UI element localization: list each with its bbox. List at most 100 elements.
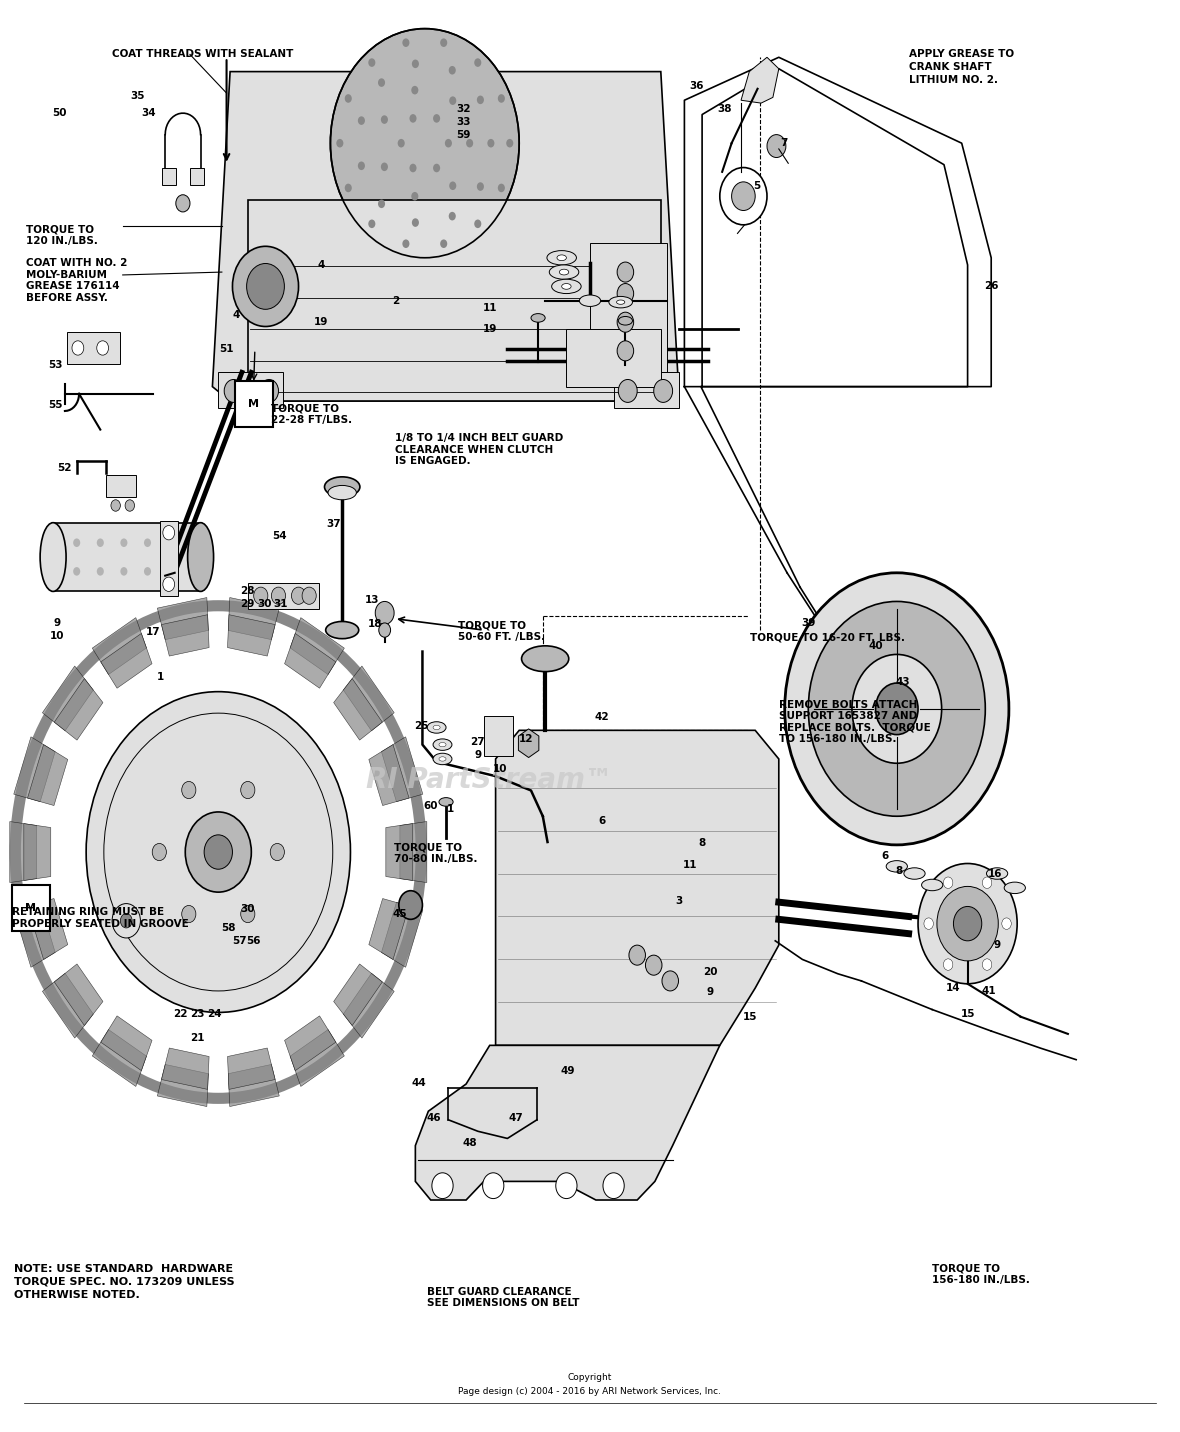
Circle shape	[152, 843, 166, 861]
Circle shape	[120, 914, 132, 928]
Circle shape	[86, 692, 350, 1012]
Polygon shape	[54, 679, 103, 740]
Text: Page design (c) 2004 - 2016 by ARI Network Services, Inc.: Page design (c) 2004 - 2016 by ARI Netwo…	[459, 1388, 721, 1396]
Circle shape	[433, 163, 440, 172]
Text: CLEARANCE WHEN CLUTCH: CLEARANCE WHEN CLUTCH	[395, 445, 553, 454]
Text: TORQUE TO 16-20 FT. LBS.: TORQUE TO 16-20 FT. LBS.	[750, 633, 905, 642]
Ellipse shape	[1004, 882, 1025, 894]
Polygon shape	[228, 1048, 275, 1090]
Circle shape	[617, 284, 634, 304]
Text: 22-28 FT/LBS.: 22-28 FT/LBS.	[271, 415, 353, 424]
Circle shape	[483, 1173, 504, 1199]
Text: 53: 53	[48, 361, 63, 369]
Ellipse shape	[326, 621, 359, 639]
Text: COAT THREADS WITH SEALANT: COAT THREADS WITH SEALANT	[112, 50, 294, 59]
Ellipse shape	[439, 742, 446, 748]
Circle shape	[506, 139, 513, 147]
Polygon shape	[162, 614, 209, 656]
Circle shape	[450, 182, 457, 190]
Text: 16: 16	[988, 869, 1002, 878]
Circle shape	[953, 906, 982, 941]
Polygon shape	[92, 1030, 146, 1087]
Circle shape	[97, 567, 104, 576]
Text: 13: 13	[365, 596, 379, 604]
Circle shape	[412, 218, 419, 226]
Circle shape	[120, 567, 127, 576]
Circle shape	[271, 587, 286, 604]
Bar	[248, 200, 661, 401]
Text: 18: 18	[368, 620, 382, 629]
Circle shape	[440, 239, 447, 248]
Polygon shape	[157, 597, 209, 640]
Text: 50-60 FT. /LBS.: 50-60 FT. /LBS.	[458, 633, 545, 642]
Polygon shape	[212, 72, 678, 401]
Text: 25: 25	[414, 722, 428, 730]
Text: 32: 32	[457, 105, 471, 113]
Text: 51: 51	[219, 345, 234, 354]
Text: 44: 44	[412, 1078, 426, 1087]
Circle shape	[330, 29, 519, 258]
Text: 42: 42	[595, 713, 609, 722]
Text: 33: 33	[457, 117, 471, 126]
Circle shape	[368, 59, 375, 67]
Circle shape	[617, 312, 634, 332]
Text: 35: 35	[131, 92, 145, 100]
Text: 21: 21	[190, 1034, 204, 1042]
Polygon shape	[14, 737, 55, 802]
Circle shape	[247, 263, 284, 309]
Text: 28: 28	[241, 587, 255, 596]
Polygon shape	[9, 822, 37, 882]
Text: 31: 31	[274, 600, 288, 609]
Bar	[162, 168, 176, 185]
Circle shape	[241, 782, 255, 799]
Circle shape	[617, 341, 634, 361]
Text: 26: 26	[984, 282, 998, 291]
Circle shape	[448, 212, 455, 221]
Text: 30: 30	[257, 600, 271, 609]
Text: 4: 4	[317, 261, 324, 269]
Text: 48: 48	[463, 1138, 477, 1147]
Circle shape	[477, 182, 484, 190]
Polygon shape	[27, 745, 67, 806]
Text: 45: 45	[393, 909, 407, 918]
Circle shape	[378, 199, 385, 208]
Circle shape	[937, 886, 998, 961]
Polygon shape	[228, 1064, 280, 1107]
Circle shape	[104, 713, 333, 991]
Text: 12: 12	[519, 735, 533, 743]
Ellipse shape	[922, 879, 943, 891]
Circle shape	[412, 60, 419, 69]
Polygon shape	[92, 617, 146, 674]
Polygon shape	[27, 898, 67, 959]
Bar	[12, 885, 50, 931]
Circle shape	[204, 835, 232, 869]
Polygon shape	[162, 1048, 209, 1090]
Circle shape	[409, 163, 417, 172]
Bar	[53, 523, 201, 591]
Circle shape	[241, 905, 255, 922]
Circle shape	[182, 905, 196, 922]
Ellipse shape	[531, 314, 545, 322]
Ellipse shape	[559, 269, 569, 275]
Ellipse shape	[617, 301, 625, 304]
Text: 46: 46	[427, 1114, 441, 1123]
Bar	[218, 372, 283, 408]
Circle shape	[808, 601, 985, 816]
Text: COAT WITH NO. 2: COAT WITH NO. 2	[26, 259, 127, 268]
Text: OTHERWISE NOTED.: OTHERWISE NOTED.	[14, 1290, 140, 1299]
Ellipse shape	[427, 722, 446, 733]
Circle shape	[498, 95, 505, 103]
Text: BEFORE ASSY.: BEFORE ASSY.	[26, 294, 107, 302]
Text: 50: 50	[52, 109, 66, 117]
Text: TORQUE TO: TORQUE TO	[458, 621, 526, 630]
Circle shape	[97, 538, 104, 547]
Circle shape	[924, 918, 933, 929]
Ellipse shape	[439, 798, 453, 806]
Circle shape	[432, 1173, 453, 1199]
Bar	[106, 475, 136, 497]
Text: M: M	[248, 400, 260, 408]
Circle shape	[412, 86, 419, 95]
Polygon shape	[400, 822, 427, 882]
Circle shape	[72, 341, 84, 355]
Polygon shape	[228, 597, 280, 640]
